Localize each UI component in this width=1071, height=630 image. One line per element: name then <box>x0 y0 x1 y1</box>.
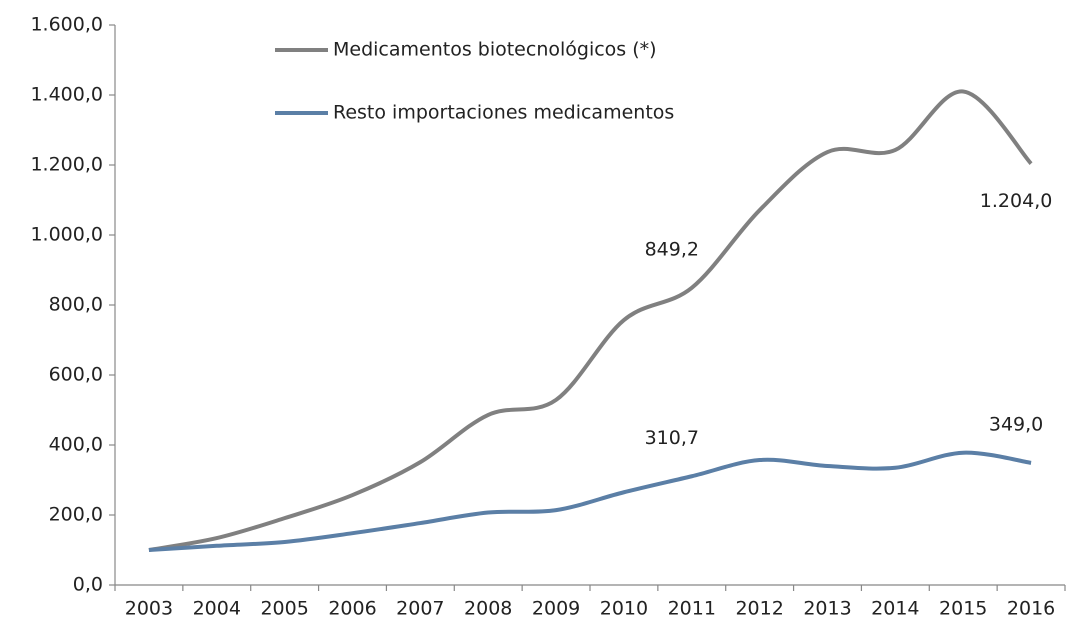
legend-label: Medicamentos biotecnológicos (*) <box>333 39 657 61</box>
x-tick-label: 2013 <box>803 598 851 620</box>
x-tick-label: 2016 <box>1007 598 1055 620</box>
y-tick-label: 400,0 <box>49 434 103 456</box>
x-tick-label: 2011 <box>668 598 716 620</box>
y-tick-label: 1.000,0 <box>30 224 103 246</box>
y-tick-label: 600,0 <box>49 364 103 386</box>
x-tick-label: 2014 <box>871 598 919 620</box>
y-tick-label: 800,0 <box>49 294 103 316</box>
y-tick-label: 200,0 <box>49 504 103 526</box>
data-label: 1.204,0 <box>980 190 1053 212</box>
x-tick-label: 2005 <box>260 598 308 620</box>
data-label: 310,7 <box>645 427 699 449</box>
x-tick-label: 2010 <box>600 598 648 620</box>
x-tick-label: 2008 <box>464 598 512 620</box>
x-tick-label: 2006 <box>328 598 376 620</box>
x-tick-label: 2015 <box>939 598 987 620</box>
x-tick-label: 2012 <box>735 598 783 620</box>
x-tick-label: 2009 <box>532 598 580 620</box>
data-label: 349,0 <box>989 413 1043 435</box>
x-tick-label: 2007 <box>396 598 444 620</box>
y-tick-label: 1.200,0 <box>30 154 103 176</box>
series-line <box>148 89 1033 552</box>
series-line <box>148 450 1032 552</box>
y-tick-label: 1.600,0 <box>30 14 103 36</box>
x-tick-label: 2004 <box>193 598 241 620</box>
x-tick-label: 2003 <box>125 598 173 620</box>
y-tick-label: 1.400,0 <box>30 84 103 106</box>
y-tick-label: 0,0 <box>73 574 103 596</box>
legend-label: Resto importaciones medicamentos <box>333 102 674 124</box>
data-label: 849,2 <box>645 238 699 260</box>
